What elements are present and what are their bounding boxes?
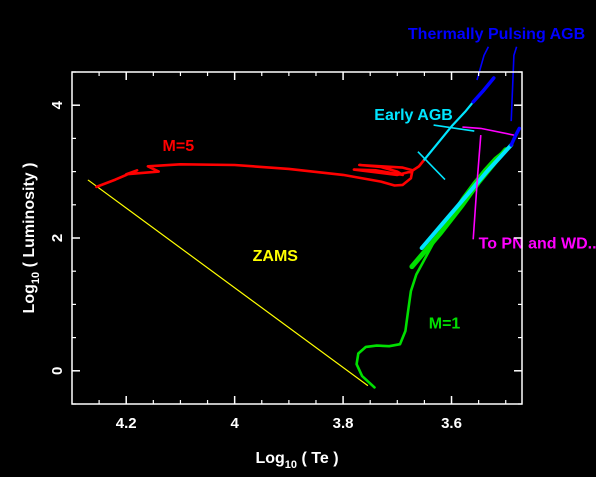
series-thermally-pulsing-agb-m-1 <box>509 126 522 147</box>
annotation-m-5: M=5 <box>163 138 195 155</box>
annotation-thermally-pulsing-agb: Thermally Pulsing AGB <box>408 26 585 43</box>
y-axis-label: Log10 ( Luminosity ) <box>21 163 42 314</box>
series-early-agb-m-5 <box>423 100 475 161</box>
x-tick-label: 3.8 <box>333 415 354 432</box>
x-tick-label: 3.6 <box>441 415 462 432</box>
annotation-pointer-line <box>462 126 515 136</box>
y-tick-label: 2 <box>49 234 66 242</box>
annotation-pointer-line <box>472 135 482 240</box>
annotation-pointer-line <box>417 151 446 181</box>
y-tick-label: 0 <box>49 367 66 375</box>
annotation-m-1: M=1 <box>429 315 461 332</box>
annotation-to-pn-and-wd: To PN and WD... <box>479 236 596 253</box>
series-m-5 <box>95 158 426 189</box>
annotation-pointer-line <box>433 124 475 132</box>
annotation-early-agb: Early AGB <box>374 107 453 124</box>
annotation-pointer-line <box>510 46 518 122</box>
series-thermally-pulsing-agb-m-5 <box>471 76 496 104</box>
x-tick-label: 4 <box>230 415 239 432</box>
x-tick-label: 4.2 <box>116 415 137 432</box>
y-tick-label: 4 <box>49 100 66 109</box>
x-axis-label: Log10 ( Te ) <box>255 450 338 471</box>
annotation-zams: ZAMS <box>253 248 299 265</box>
series-zams <box>87 179 369 386</box>
